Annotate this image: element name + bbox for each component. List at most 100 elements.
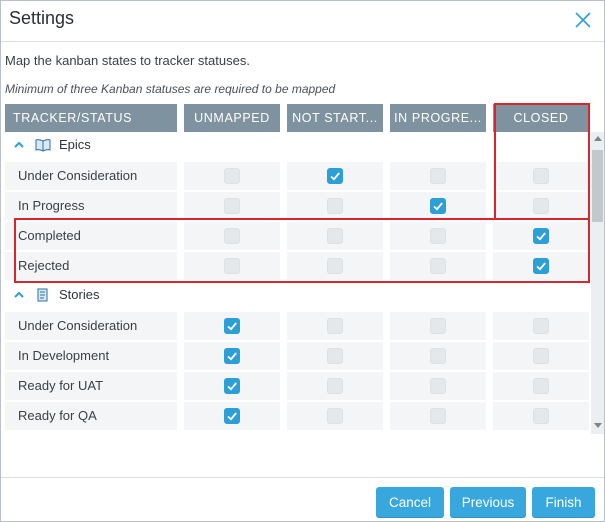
cell-in-progress xyxy=(390,222,486,250)
table-row: Ready for UAT xyxy=(5,372,589,400)
cell-closed xyxy=(493,402,589,430)
previous-button[interactable]: Previous xyxy=(450,487,526,518)
checkbox-unmapped[interactable] xyxy=(224,348,240,364)
cell-closed xyxy=(493,222,589,250)
cell-not-started xyxy=(287,342,383,370)
status-label: Under Consideration xyxy=(5,312,177,340)
dialog-footer: Cancel Previous Finish xyxy=(1,477,604,522)
book-icon xyxy=(35,138,51,152)
cancel-button[interactable]: Cancel xyxy=(376,487,444,518)
checkbox-in-progress[interactable] xyxy=(430,168,446,184)
cell-closed xyxy=(493,162,589,190)
status-label: Under Consideration xyxy=(5,162,177,190)
dialog-title: Settings xyxy=(9,8,75,28)
cell-not-started xyxy=(287,252,383,280)
column-header-in-progress: IN PROGRE... xyxy=(390,104,486,132)
checkbox-unmapped[interactable] xyxy=(224,228,240,244)
status-label: Rejected xyxy=(5,252,177,280)
scroll-down-arrow[interactable] xyxy=(594,423,602,428)
cell-unmapped xyxy=(184,312,280,340)
checkbox-unmapped[interactable] xyxy=(224,378,240,394)
checkbox-closed[interactable] xyxy=(533,198,549,214)
checkbox-not-started[interactable] xyxy=(327,168,343,184)
cell-in-progress xyxy=(390,372,486,400)
checkbox-not-started[interactable] xyxy=(327,228,343,244)
checkbox-unmapped[interactable] xyxy=(224,168,240,184)
group-name: Epics xyxy=(59,137,91,152)
close-icon[interactable] xyxy=(572,9,594,31)
checkbox-unmapped[interactable] xyxy=(224,318,240,334)
checkbox-in-progress[interactable] xyxy=(430,258,446,274)
checkbox-not-started[interactable] xyxy=(327,318,343,334)
checkbox-in-progress[interactable] xyxy=(430,378,446,394)
column-header-closed: CLOSED xyxy=(493,104,589,132)
group-header[interactable]: Stories xyxy=(5,282,589,310)
checkbox-in-progress[interactable] xyxy=(430,198,446,214)
scroll-thumb[interactable] xyxy=(592,150,603,222)
cell-in-progress xyxy=(390,342,486,370)
checkbox-in-progress[interactable] xyxy=(430,348,446,364)
cell-not-started xyxy=(287,312,383,340)
table-row: Under Consideration xyxy=(5,312,589,340)
checkbox-unmapped[interactable] xyxy=(224,258,240,274)
cell-unmapped xyxy=(184,342,280,370)
checkbox-closed[interactable] xyxy=(533,228,549,244)
group-name: Stories xyxy=(59,287,100,302)
chevron-up-icon[interactable] xyxy=(13,139,25,151)
cell-closed xyxy=(493,372,589,400)
document-icon xyxy=(35,288,51,302)
cell-not-started xyxy=(287,402,383,430)
checkbox-closed[interactable] xyxy=(533,408,549,424)
table-row: In Development xyxy=(5,342,589,370)
checkbox-not-started[interactable] xyxy=(327,258,343,274)
checkbox-unmapped[interactable] xyxy=(224,198,240,214)
checkbox-in-progress[interactable] xyxy=(430,408,446,424)
checkbox-closed[interactable] xyxy=(533,318,549,334)
checkbox-closed[interactable] xyxy=(533,348,549,364)
status-label: In Progress xyxy=(5,192,177,220)
cell-in-progress xyxy=(390,312,486,340)
status-label: In Development xyxy=(5,342,177,370)
status-label: Ready for QA xyxy=(5,402,177,430)
status-label: Ready for UAT xyxy=(5,372,177,400)
checkbox-closed[interactable] xyxy=(533,378,549,394)
checkbox-closed[interactable] xyxy=(533,168,549,184)
cell-closed xyxy=(493,192,589,220)
checkbox-not-started[interactable] xyxy=(327,348,343,364)
checkbox-not-started[interactable] xyxy=(327,198,343,214)
cell-not-started xyxy=(287,372,383,400)
cell-in-progress xyxy=(390,252,486,280)
table-row: Ready for QA xyxy=(5,402,589,430)
cell-unmapped xyxy=(184,402,280,430)
cell-unmapped xyxy=(184,162,280,190)
mapping-grid: Epics Under Consideration In Progress Compl… xyxy=(5,132,589,434)
cell-closed xyxy=(493,342,589,370)
group-label: Epics xyxy=(13,137,91,152)
cell-not-started xyxy=(287,162,383,190)
description-text: Map the kanban states to tracker statuse… xyxy=(5,53,250,68)
group-header[interactable]: Epics xyxy=(5,132,589,160)
table-row: Rejected xyxy=(5,252,589,280)
title-bar: Settings xyxy=(1,1,604,42)
finish-button[interactable]: Finish xyxy=(532,487,595,518)
column-header-tracker: TRACKER/STATUS xyxy=(5,104,177,132)
cell-in-progress xyxy=(390,402,486,430)
table-row: In Progress xyxy=(5,192,589,220)
checkbox-in-progress[interactable] xyxy=(430,228,446,244)
checkbox-closed[interactable] xyxy=(533,258,549,274)
checkbox-in-progress[interactable] xyxy=(430,318,446,334)
vertical-scrollbar[interactable] xyxy=(591,132,604,434)
cell-in-progress xyxy=(390,192,486,220)
checkbox-unmapped[interactable] xyxy=(224,408,240,424)
table-row: Completed xyxy=(5,222,589,250)
cell-unmapped xyxy=(184,252,280,280)
cell-closed xyxy=(493,252,589,280)
checkbox-not-started[interactable] xyxy=(327,408,343,424)
scroll-up-arrow[interactable] xyxy=(594,136,602,141)
checkbox-not-started[interactable] xyxy=(327,378,343,394)
group-label: Stories xyxy=(13,287,99,302)
table-row: Under Consideration xyxy=(5,162,589,190)
cell-unmapped xyxy=(184,222,280,250)
chevron-up-icon[interactable] xyxy=(13,289,25,301)
